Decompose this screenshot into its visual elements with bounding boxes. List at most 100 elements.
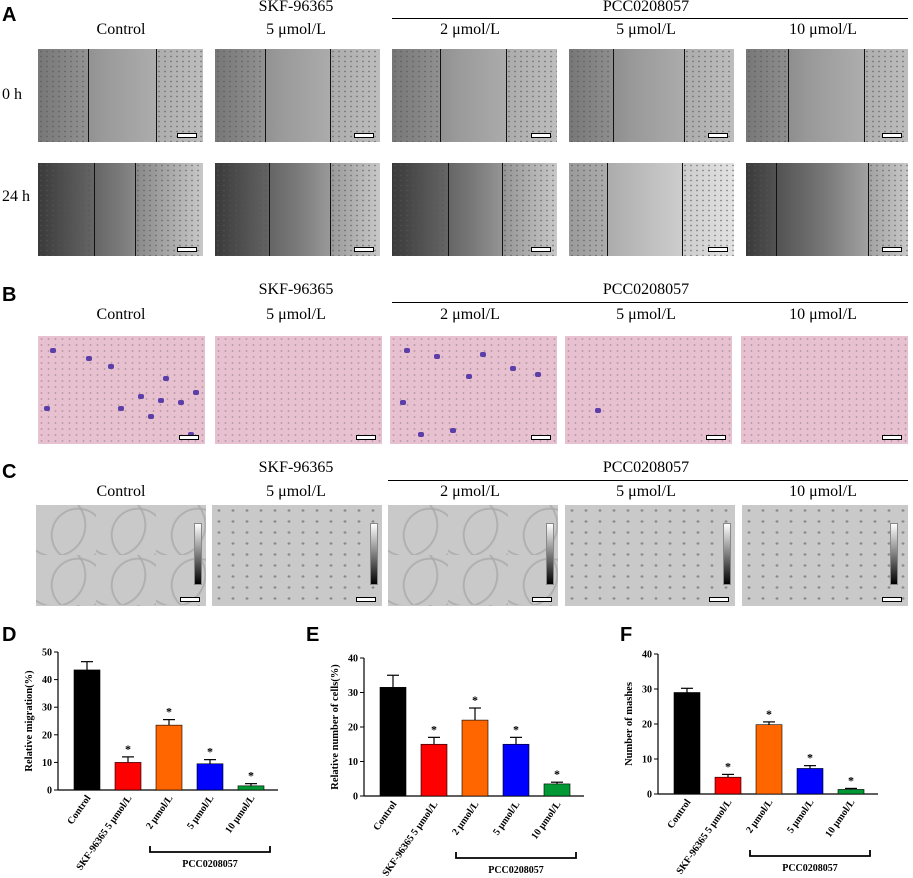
column-header-skf-a: 5 μmol/L	[266, 21, 326, 38]
significance-marker: *	[725, 759, 731, 773]
significance-marker: *	[807, 751, 813, 765]
bar	[796, 768, 824, 795]
column-header-10-c: 10 μmol/L	[789, 483, 857, 500]
x-tick-label: Control	[65, 793, 93, 827]
panel-label-b: B	[2, 284, 17, 306]
header-pcc-line-a	[392, 18, 908, 19]
scratch-image-pcc5-24h	[569, 163, 734, 256]
scratch-image-skf-0h	[215, 49, 380, 142]
x-tick-label: 2 μmol/L	[144, 793, 175, 831]
significance-marker: *	[513, 722, 519, 736]
x-tick-label: Control	[371, 799, 399, 833]
group-bracket	[149, 846, 271, 853]
bar	[420, 743, 448, 797]
bar	[196, 763, 224, 791]
y-tick-label: 30	[348, 688, 358, 699]
transwell-image-pcc2	[390, 336, 557, 444]
tube-formation-image-pcc10	[742, 505, 908, 606]
bar	[543, 783, 571, 797]
bar	[155, 724, 183, 791]
significance-marker: *	[766, 707, 772, 721]
row-label-0h: 0 h	[2, 86, 22, 103]
y-tick-label: 30	[642, 685, 652, 696]
header-pcc-line-b	[392, 302, 908, 303]
panel-label-a: A	[2, 4, 17, 26]
column-header-control-a: Control	[96, 21, 146, 38]
bar	[114, 762, 142, 791]
tube-formation-image-skf	[212, 505, 382, 606]
bar	[714, 776, 742, 795]
x-tick-label: Control	[665, 797, 693, 831]
bar	[673, 692, 701, 795]
scratch-image-pcc2-0h	[392, 49, 557, 142]
y-tick-label: 0	[47, 786, 52, 797]
column-header-5-a: 5 μmol/L	[616, 21, 676, 38]
scratch-image-pcc10-24h	[746, 163, 908, 256]
column-header-2-c: 2 μmol/L	[440, 483, 500, 500]
y-tick-label: 20	[642, 720, 652, 731]
chart-relative-migration: 0 10 20 30 40 50 Relative migration(%) Control *…	[24, 648, 278, 873]
scratch-image-pcc2-24h	[392, 163, 557, 256]
column-header-2-a: 2 μmol/L	[440, 21, 500, 38]
panel-label-f: F	[620, 624, 633, 646]
x-tick-label: 5 μmol/L	[185, 793, 216, 831]
significance-marker: *	[848, 773, 854, 787]
scratch-image-pcc10-0h	[746, 49, 908, 142]
panel-label-d: D	[2, 624, 17, 646]
y-tick-label: 10	[348, 757, 358, 768]
bar	[502, 743, 530, 797]
transwell-image-pcc5	[565, 336, 732, 444]
transwell-image-pcc10	[741, 336, 908, 444]
y-tick-label: 20	[348, 723, 358, 734]
transwell-image-skf	[215, 336, 382, 444]
header-skf-c: SKF-96365	[258, 459, 334, 476]
column-header-5-c: 5 μmol/L	[616, 483, 676, 500]
panel-label-c: C	[2, 461, 17, 483]
y-tick-label: 0	[647, 790, 652, 801]
header-pcc-a: PCC0208057	[602, 0, 690, 15]
y-tick-label: 20	[42, 730, 52, 741]
group-label: PCC0208057	[782, 863, 838, 874]
group-label: PCC0208057	[488, 865, 544, 876]
x-tick-label: 5 μmol/L	[785, 797, 816, 835]
y-tick-label: 40	[348, 654, 358, 665]
transwell-image-control	[38, 336, 205, 444]
scratch-image-skf-24h	[215, 163, 380, 256]
bar	[73, 669, 101, 791]
significance-marker: *	[166, 705, 172, 719]
significance-marker: *	[207, 745, 213, 759]
y-tick-label: 0	[353, 792, 358, 803]
y-tick-label: 40	[42, 675, 52, 686]
bar	[837, 789, 865, 795]
header-skf-b: SKF-96365	[258, 281, 334, 298]
tube-formation-image-control	[36, 505, 206, 606]
group-bracket	[455, 852, 577, 859]
scratch-image-control-0h	[38, 49, 203, 142]
group-bracket	[749, 850, 871, 857]
header-skf-a: SKF-96365	[258, 0, 334, 15]
chart-relative-cell-number: 0 10 20 30 40 Relative number of cells(%) Cont…	[330, 654, 584, 876]
scratch-image-pcc5-0h	[569, 49, 734, 142]
header-pcc-line-c	[388, 480, 908, 481]
y-axis-title: Relative migration(%)	[24, 670, 35, 772]
x-tick-label: 10 μmol/L	[529, 799, 563, 841]
column-header-10-b: 10 μmol/L	[789, 306, 857, 323]
y-axis-title: Relative number of cells(%)	[330, 664, 341, 790]
x-tick-label: 2 μmol/L	[450, 799, 481, 837]
group-label: PCC0208057	[182, 859, 238, 870]
row-label-24h: 24 h	[2, 188, 30, 205]
header-pcc-b: PCC0208057	[602, 281, 690, 298]
bar	[237, 785, 265, 791]
y-tick-label: 40	[642, 650, 652, 661]
column-header-control-b: Control	[96, 306, 146, 323]
bar	[755, 724, 783, 795]
bar	[461, 719, 489, 797]
column-header-10-a: 10 μmol/L	[789, 21, 857, 38]
tube-formation-image-pcc2	[388, 505, 558, 606]
scratch-image-control-24h	[38, 163, 203, 256]
x-tick-label: 10 μmol/L	[823, 797, 857, 839]
y-axis-title: Number of mashes	[624, 682, 635, 766]
column-header-skf-b: 5 μmol/L	[266, 306, 326, 323]
significance-marker: *	[125, 742, 131, 756]
